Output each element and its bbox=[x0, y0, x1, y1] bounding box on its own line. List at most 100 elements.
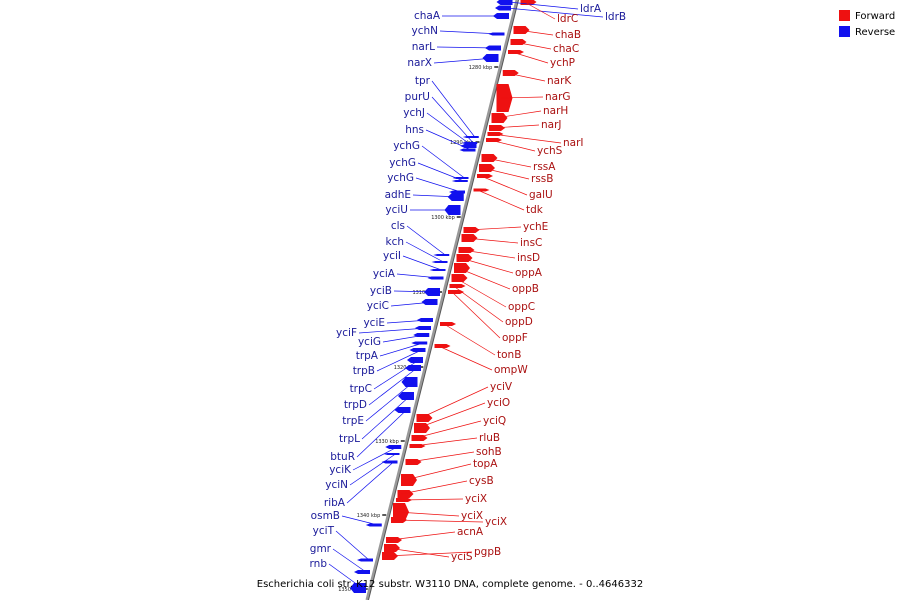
forward-gene-label[interactable]: narI bbox=[563, 137, 584, 149]
reverse-gene-label[interactable]: yciB bbox=[370, 285, 392, 297]
reverse-gene-label[interactable]: narL bbox=[412, 41, 435, 53]
forward-gene-label[interactable]: yciV bbox=[490, 381, 513, 393]
forward-gene-arrow[interactable] bbox=[451, 274, 468, 282]
reverse-gene-label[interactable]: yciF bbox=[336, 327, 357, 339]
forward-gene-label[interactable]: narJ bbox=[541, 119, 562, 131]
forward-gene-arrow[interactable] bbox=[440, 322, 456, 326]
forward-gene-arrow[interactable] bbox=[384, 544, 400, 552]
reverse-gene-arrow[interactable] bbox=[401, 377, 418, 387]
reverse-gene-label[interactable]: ychJ bbox=[403, 107, 425, 119]
forward-gene-arrow[interactable] bbox=[449, 284, 466, 288]
reverse-gene-label[interactable]: yciA bbox=[373, 268, 396, 280]
forward-gene-arrow[interactable] bbox=[414, 423, 430, 433]
forward-gene-label[interactable]: tonB bbox=[497, 349, 521, 361]
forward-gene-label[interactable]: chaC bbox=[553, 43, 579, 55]
reverse-gene-label[interactable]: chaA bbox=[414, 10, 441, 22]
reverse-gene-label[interactable]: yciT bbox=[313, 525, 335, 537]
forward-gene-label[interactable]: galU bbox=[529, 189, 553, 201]
forward-gene-label[interactable]: cysB bbox=[469, 475, 494, 487]
forward-gene-arrow[interactable] bbox=[416, 414, 433, 422]
reverse-gene-arrow[interactable] bbox=[431, 261, 448, 263]
reverse-gene-label[interactable]: trpL bbox=[339, 433, 360, 445]
reverse-gene-arrow[interactable] bbox=[496, 0, 513, 5]
reverse-gene-label[interactable]: yciG bbox=[358, 336, 381, 348]
reverse-gene-label[interactable]: cls bbox=[391, 220, 405, 232]
reverse-gene-label[interactable]: trpE bbox=[342, 415, 364, 427]
forward-gene-label[interactable]: oppB bbox=[512, 283, 539, 295]
reverse-gene-arrow[interactable] bbox=[365, 523, 382, 527]
reverse-gene-label[interactable]: yciI bbox=[383, 250, 401, 262]
forward-gene-arrow[interactable] bbox=[473, 188, 490, 192]
forward-gene-label[interactable]: pgpB bbox=[474, 546, 501, 558]
reverse-gene-arrow[interactable] bbox=[411, 341, 428, 345]
reverse-gene-arrow[interactable] bbox=[381, 460, 398, 464]
forward-gene-arrow[interactable] bbox=[481, 154, 498, 162]
reverse-gene-label[interactable]: trpC bbox=[350, 383, 372, 395]
forward-gene-label[interactable]: ldrC bbox=[557, 13, 578, 25]
reverse-gene-label[interactable]: ldrB bbox=[605, 11, 626, 23]
reverse-gene-arrow[interactable] bbox=[407, 357, 423, 363]
forward-gene-label[interactable]: acnA bbox=[457, 526, 484, 538]
forward-gene-label[interactable]: ompW bbox=[494, 364, 528, 376]
forward-gene-label[interactable]: yciQ bbox=[483, 415, 506, 427]
forward-gene-label[interactable]: yciX bbox=[465, 493, 487, 505]
forward-gene-label[interactable]: sohB bbox=[476, 446, 502, 458]
reverse-gene-arrow[interactable] bbox=[350, 583, 366, 593]
reverse-gene-label[interactable]: ychN bbox=[412, 25, 439, 37]
reverse-gene-arrow[interactable] bbox=[459, 148, 476, 152]
forward-gene-label[interactable]: chaB bbox=[555, 29, 581, 41]
forward-gene-arrow[interactable] bbox=[486, 138, 502, 142]
forward-gene-arrow[interactable] bbox=[405, 459, 422, 465]
reverse-gene-arrow[interactable] bbox=[354, 570, 370, 574]
reverse-gene-arrow[interactable] bbox=[433, 254, 450, 256]
forward-gene-label[interactable]: oppF bbox=[502, 332, 528, 344]
reverse-gene-label[interactable]: ldrA bbox=[580, 3, 602, 15]
forward-gene-label[interactable]: insC bbox=[520, 237, 542, 249]
reverse-gene-arrow[interactable] bbox=[409, 348, 426, 352]
reverse-gene-label[interactable]: gmr bbox=[310, 543, 332, 555]
forward-gene-label[interactable]: oppC bbox=[508, 301, 535, 313]
forward-gene-label[interactable]: ychP bbox=[550, 57, 575, 69]
reverse-gene-arrow[interactable] bbox=[398, 392, 414, 400]
reverse-gene-label[interactable]: trpB bbox=[353, 365, 375, 377]
reverse-gene-label[interactable]: trpD bbox=[344, 399, 367, 411]
reverse-gene-label[interactable]: ychG bbox=[389, 157, 416, 169]
forward-gene-label[interactable]: narK bbox=[547, 75, 572, 87]
reverse-gene-label[interactable]: ychG bbox=[393, 140, 420, 152]
reverse-gene-arrow[interactable] bbox=[394, 407, 411, 413]
reverse-gene-label[interactable]: rnb bbox=[310, 558, 328, 570]
forward-gene-label[interactable]: ychE bbox=[523, 221, 548, 233]
forward-gene-label[interactable]: yciS bbox=[451, 551, 473, 563]
forward-gene-arrow[interactable] bbox=[461, 234, 478, 242]
forward-gene-label[interactable]: narH bbox=[543, 105, 568, 117]
forward-gene-arrow[interactable] bbox=[491, 113, 508, 123]
forward-gene-label[interactable]: yciX bbox=[485, 516, 507, 528]
reverse-gene-label[interactable]: yciC bbox=[367, 300, 389, 312]
reverse-gene-label[interactable]: narX bbox=[407, 57, 432, 69]
reverse-gene-arrow[interactable] bbox=[429, 269, 446, 271]
forward-gene-label[interactable]: oppD bbox=[505, 316, 533, 328]
forward-gene-arrow[interactable] bbox=[479, 164, 495, 172]
reverse-gene-arrow[interactable] bbox=[462, 136, 479, 138]
forward-gene-arrow[interactable] bbox=[386, 537, 402, 543]
forward-gene-label[interactable]: oppA bbox=[515, 267, 543, 279]
forward-gene-arrow[interactable] bbox=[458, 247, 475, 253]
forward-gene-arrow[interactable] bbox=[397, 490, 414, 498]
reverse-gene-label[interactable]: kch bbox=[385, 236, 404, 248]
forward-gene-label[interactable]: narG bbox=[545, 91, 571, 103]
reverse-gene-arrow[interactable] bbox=[449, 190, 465, 194]
reverse-gene-label[interactable]: btuR bbox=[330, 451, 355, 463]
reverse-gene-label[interactable]: tpr bbox=[415, 75, 431, 87]
reverse-gene-arrow[interactable] bbox=[451, 180, 468, 182]
reverse-gene-label[interactable]: yciN bbox=[325, 479, 348, 491]
reverse-gene-label[interactable]: hns bbox=[405, 124, 424, 136]
reverse-gene-label[interactable]: adhE bbox=[385, 189, 411, 201]
reverse-gene-arrow[interactable] bbox=[385, 445, 402, 449]
reverse-gene-arrow[interactable] bbox=[357, 558, 373, 562]
forward-gene-arrow[interactable] bbox=[434, 344, 451, 348]
forward-gene-arrow[interactable] bbox=[477, 174, 493, 178]
forward-gene-arrow[interactable] bbox=[401, 474, 417, 486]
forward-gene-label[interactable]: rluB bbox=[479, 432, 500, 444]
forward-gene-arrow[interactable] bbox=[508, 50, 524, 54]
reverse-gene-arrow[interactable] bbox=[421, 299, 438, 305]
